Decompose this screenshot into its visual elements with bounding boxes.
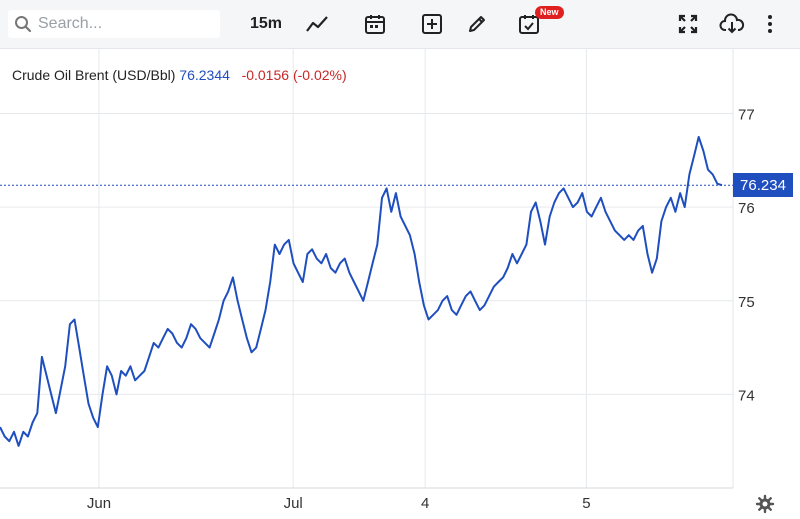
time-axis: Jun Jul 4 5	[87, 495, 591, 512]
price-series-line	[0, 135, 723, 447]
chart-legend: Crude Oil Brent (USD/Bbl) 76.2344 -0.015…	[12, 67, 347, 83]
price-axis: 77 76 75 74	[738, 107, 755, 405]
price-chart[interactable]: 77 76 75 74 Jun Jul 4 5	[0, 48, 800, 519]
calendar-icon	[365, 15, 385, 34]
chart-type-button[interactable]	[302, 10, 332, 38]
price-tick-label: 74	[738, 387, 755, 404]
new-badge: New	[535, 6, 564, 19]
gear-icon[interactable]	[755, 494, 775, 514]
pencil-icon	[469, 16, 485, 32]
calendar-check-icon	[519, 15, 539, 34]
download-button[interactable]	[717, 10, 747, 38]
fullscreen-button[interactable]	[673, 10, 703, 38]
events-button[interactable]	[514, 10, 544, 38]
time-tick-label: Jul	[284, 495, 303, 512]
legend-change-pct: (-0.02%)	[292, 67, 347, 83]
current-price-tag: 76.234	[733, 173, 793, 198]
legend-price: 76.2344	[179, 67, 230, 83]
time-tick-label: 4	[421, 495, 429, 512]
draw-button[interactable]	[462, 10, 492, 38]
more-vertical-icon	[768, 15, 772, 33]
line-chart-icon	[306, 16, 328, 32]
time-tick-label: Jun	[87, 495, 111, 512]
price-tick-label: 77	[738, 107, 755, 124]
grid-lines	[0, 48, 733, 488]
interval-button[interactable]: 15m	[249, 15, 283, 32]
search-input[interactable]	[38, 15, 208, 33]
time-tick-label: 5	[582, 495, 590, 512]
more-button[interactable]	[758, 10, 782, 38]
legend-change: -0.0156	[241, 67, 290, 83]
price-tick-label: 75	[738, 294, 755, 311]
search-box[interactable]	[8, 10, 220, 38]
search-icon	[15, 16, 32, 33]
add-indicator-button[interactable]	[417, 10, 447, 38]
toolbar: 15m New	[0, 0, 800, 49]
price-tick-label: 76	[738, 200, 755, 217]
fullscreen-icon	[678, 14, 698, 34]
plus-square-icon	[422, 14, 442, 34]
cloud-download-icon	[719, 13, 745, 34]
instrument-name: Crude Oil Brent (USD/Bbl)	[12, 67, 176, 83]
calendar-button[interactable]	[360, 10, 390, 38]
